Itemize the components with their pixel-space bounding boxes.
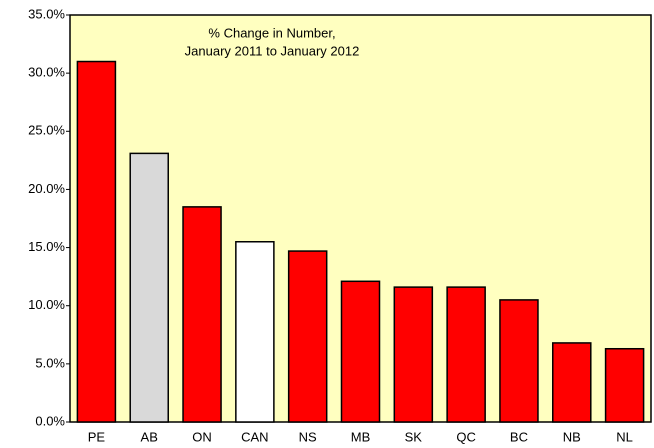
bar — [552, 342, 592, 423]
y-tick-label: 35.0% — [28, 6, 65, 21]
y-tick-label: 30.0% — [28, 65, 65, 80]
y-tick-label: 25.0% — [28, 123, 65, 138]
chart-title: % Change in Number, — [208, 25, 335, 40]
bar — [446, 286, 486, 423]
y-tick-label: 20.0% — [28, 181, 65, 196]
x-tick-label: CAN — [241, 429, 268, 444]
bar — [340, 280, 381, 423]
x-tick-label: AB — [141, 429, 158, 444]
x-tick-label: NS — [299, 429, 317, 444]
x-tick-label: NB — [563, 429, 581, 444]
chart-title: January 2011 to January 2012 — [185, 43, 360, 58]
bar — [393, 286, 434, 423]
bar — [604, 347, 645, 423]
x-tick-label: NL — [616, 429, 633, 444]
y-tick-label: 0.0% — [35, 413, 65, 428]
bar — [499, 299, 539, 423]
y-tick-label: 15.0% — [28, 239, 65, 254]
x-tick-label: MB — [351, 429, 371, 444]
x-tick-label: PE — [88, 429, 106, 444]
x-tick-label: BC — [510, 429, 528, 444]
bar — [182, 206, 222, 423]
x-tick-label: SK — [405, 429, 423, 444]
x-tick-label: ON — [192, 429, 212, 444]
y-tick-label: 10.0% — [28, 297, 65, 312]
y-tick-label: 5.0% — [35, 355, 65, 370]
bar — [235, 241, 275, 423]
bar — [129, 152, 169, 423]
bar — [287, 250, 328, 423]
bar — [76, 60, 117, 423]
x-tick-label: QC — [456, 429, 476, 444]
